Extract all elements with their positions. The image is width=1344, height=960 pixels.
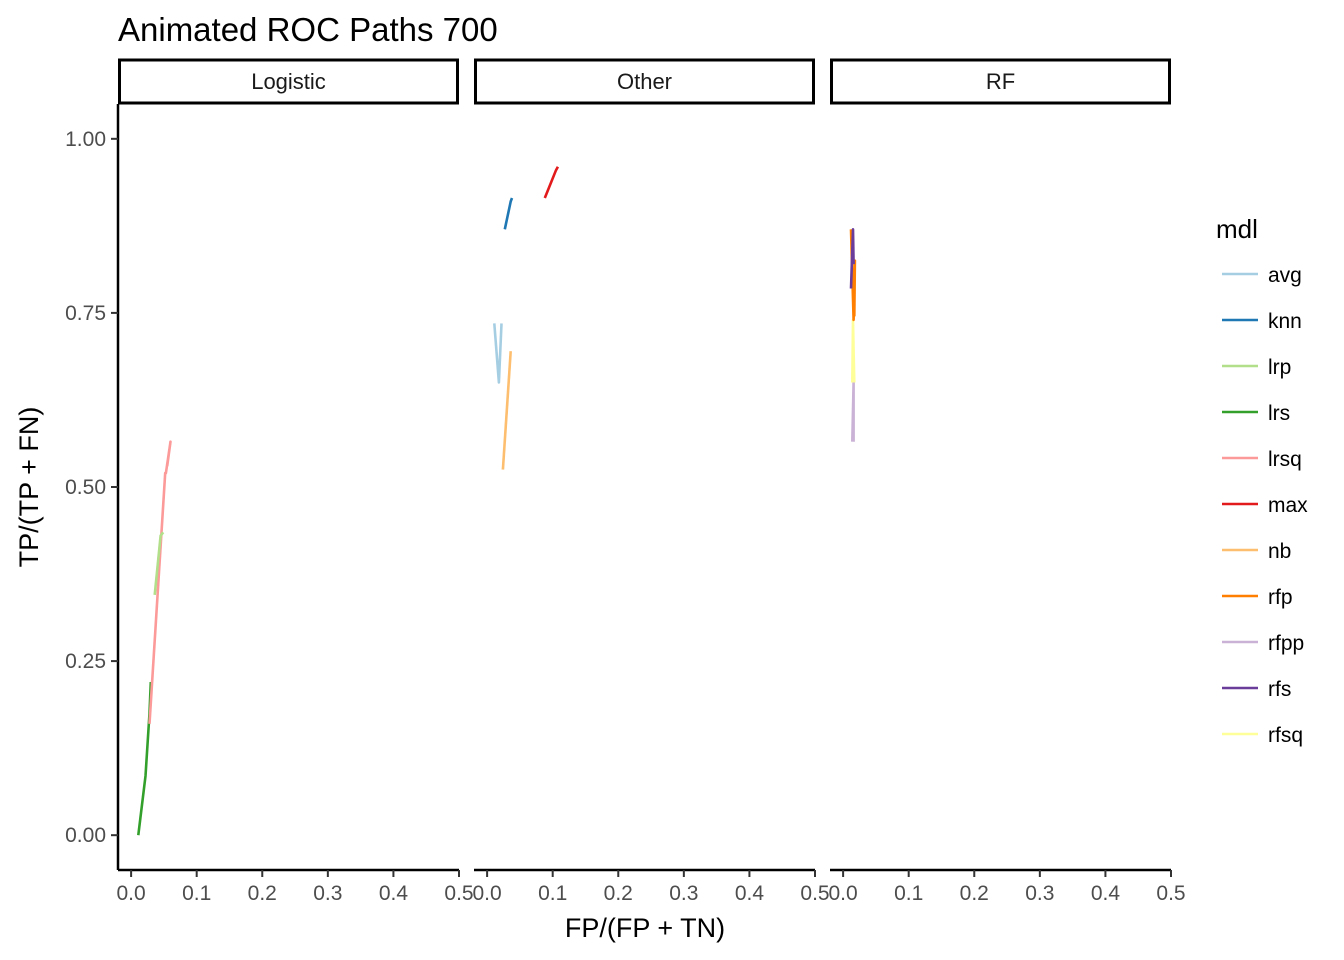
x-tick-label: 0.1 <box>182 882 211 905</box>
x-axis-title: FP/(FP + TN) <box>565 913 725 943</box>
legend-label-knn: knn <box>1268 310 1302 333</box>
chart-title: Animated ROC Paths 700 <box>118 11 498 48</box>
legend-label-lrs: lrs <box>1268 402 1290 425</box>
x-tick-label: 0.3 <box>313 882 342 905</box>
legend-label-avg: avg <box>1268 264 1302 287</box>
facet-strip <box>830 58 1171 105</box>
y-tick-label: 0.25 <box>65 650 106 673</box>
x-tick-label: 0.0 <box>829 882 858 905</box>
series-line-rfs <box>849 228 855 289</box>
x-tick-label: 0.0 <box>473 882 502 905</box>
x-tick-label: 0.3 <box>669 882 698 905</box>
series-line-nb <box>501 351 512 470</box>
y-tick-label: 0.75 <box>65 302 106 325</box>
x-tick-label: 0.0 <box>117 882 146 905</box>
x-tick-label: 0.3 <box>1025 882 1054 905</box>
facet-other: Other 0.0 0.1 0.2 0.3 0.4 0.5 <box>473 58 830 905</box>
facet-rf: RF 0.0 0.1 0.2 0.3 0.4 0.5 <box>829 58 1186 905</box>
facet-strip <box>474 58 815 105</box>
x-tick-label: 0.5 <box>800 882 829 905</box>
x-tick-label: 0.2 <box>604 882 633 905</box>
series-line-lrp <box>153 531 165 596</box>
y-tick-label: 0.50 <box>65 476 106 499</box>
facet-panels: Logistic 0.0 0.1 0.2 0.3 0.4 0.5 0.00 0.25 0.50 0.… <box>65 58 1186 905</box>
legend-label-rfs: rfs <box>1268 678 1291 701</box>
legend-label-lrp: lrp <box>1268 356 1291 379</box>
x-tick-label: 0.5 <box>1156 882 1185 905</box>
x-tick-label: 0.4 <box>379 882 409 905</box>
y-axis-title: TP/(TP + FN) <box>14 407 44 568</box>
x-tick-label: 0.1 <box>538 882 567 905</box>
legend-label-rfsq: rfsq <box>1268 724 1303 747</box>
legend-label-lrsq: lrsq <box>1268 448 1302 471</box>
facet-strip <box>118 58 459 105</box>
facet-strip-label: Logistic <box>251 69 326 94</box>
legend-title: mdl <box>1216 214 1258 244</box>
y-tick-label: 1.00 <box>65 128 106 151</box>
x-tick-label: 0.1 <box>894 882 923 905</box>
x-tick-label: 0.2 <box>248 882 277 905</box>
x-tick-label: 0.5 <box>444 882 473 905</box>
legend-label-nb: nb <box>1268 540 1291 563</box>
legend-label-rfpp: rfpp <box>1268 632 1304 655</box>
series-line-lrsq <box>148 440 172 724</box>
x-tick-label: 0.4 <box>735 882 765 905</box>
facet-strip-label: Other <box>617 69 672 94</box>
legend-label-rfp: rfp <box>1268 586 1293 609</box>
x-tick-label: 0.4 <box>1091 882 1121 905</box>
facet-strip-label: RF <box>986 69 1015 94</box>
series-line-rfpp <box>851 381 855 442</box>
series-line-avg <box>493 323 503 384</box>
series-line-max <box>543 166 560 199</box>
series-line-lrs <box>137 681 153 836</box>
x-tick-label: 0.2 <box>960 882 989 905</box>
legend: mdl avg knn lrp lrs lrsq max nb rfp rfpp rfs rfsq <box>1216 214 1308 747</box>
y-tick-label: 0.00 <box>65 824 106 847</box>
facet-logistic: Logistic 0.0 0.1 0.2 0.3 0.4 0.5 0.00 0.25 0.50 0.… <box>65 58 474 905</box>
series-line-rfsq <box>851 318 856 383</box>
series-line-knn <box>503 197 514 230</box>
legend-label-max: max <box>1268 494 1308 517</box>
